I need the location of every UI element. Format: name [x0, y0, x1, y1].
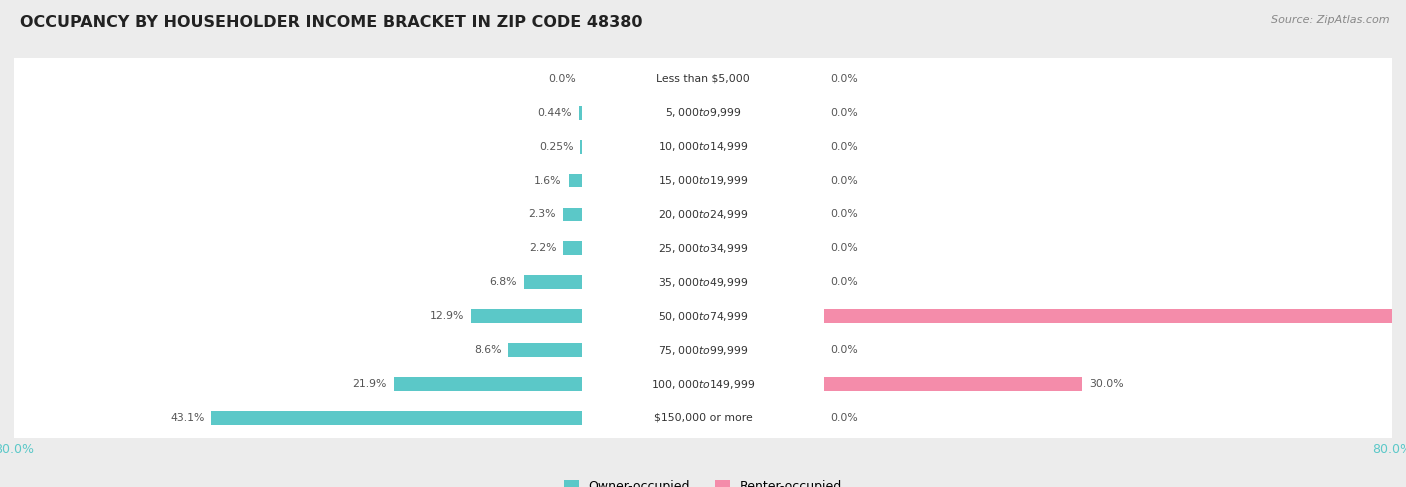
Text: $50,000 to $74,999: $50,000 to $74,999: [658, 310, 748, 323]
FancyBboxPatch shape: [10, 319, 1396, 381]
FancyBboxPatch shape: [10, 116, 1396, 177]
Text: 0.0%: 0.0%: [831, 142, 858, 151]
Text: 0.0%: 0.0%: [831, 175, 858, 186]
Text: 6.8%: 6.8%: [489, 277, 517, 287]
Text: 12.9%: 12.9%: [430, 311, 464, 321]
FancyBboxPatch shape: [10, 48, 1396, 110]
Text: 0.0%: 0.0%: [831, 277, 858, 287]
Text: $10,000 to $14,999: $10,000 to $14,999: [658, 140, 748, 153]
Text: 8.6%: 8.6%: [474, 345, 502, 355]
Bar: [562, 207, 582, 222]
Bar: [824, 377, 1083, 391]
Text: 2.3%: 2.3%: [529, 209, 555, 220]
FancyBboxPatch shape: [10, 387, 1396, 449]
Text: Source: ZipAtlas.com: Source: ZipAtlas.com: [1271, 15, 1389, 25]
FancyBboxPatch shape: [10, 218, 1396, 279]
Text: $150,000 or more: $150,000 or more: [654, 413, 752, 423]
Text: 21.9%: 21.9%: [353, 379, 387, 389]
FancyBboxPatch shape: [10, 353, 1396, 415]
Text: 0.25%: 0.25%: [538, 142, 574, 151]
Text: OCCUPANCY BY HOUSEHOLDER INCOME BRACKET IN ZIP CODE 48380: OCCUPANCY BY HOUSEHOLDER INCOME BRACKET …: [20, 15, 643, 30]
Text: $35,000 to $49,999: $35,000 to $49,999: [658, 276, 748, 289]
FancyBboxPatch shape: [10, 150, 1396, 211]
Text: $25,000 to $34,999: $25,000 to $34,999: [658, 242, 748, 255]
Text: 1.6%: 1.6%: [534, 175, 562, 186]
Text: 30.0%: 30.0%: [1088, 379, 1123, 389]
Bar: [471, 309, 582, 323]
FancyBboxPatch shape: [10, 82, 1396, 144]
Text: $100,000 to $149,999: $100,000 to $149,999: [651, 377, 755, 391]
Bar: [524, 275, 582, 289]
Text: 2.2%: 2.2%: [529, 244, 557, 253]
Text: 0.44%: 0.44%: [537, 108, 572, 118]
Text: $75,000 to $99,999: $75,000 to $99,999: [658, 344, 748, 356]
Legend: Owner-occupied, Renter-occupied: Owner-occupied, Renter-occupied: [564, 480, 842, 487]
Bar: [211, 411, 582, 425]
Text: Less than $5,000: Less than $5,000: [657, 74, 749, 84]
Bar: [579, 106, 582, 120]
Text: 0.0%: 0.0%: [831, 345, 858, 355]
FancyBboxPatch shape: [10, 285, 1396, 347]
Text: 0.0%: 0.0%: [831, 244, 858, 253]
Bar: [581, 140, 582, 153]
Bar: [564, 242, 582, 255]
Text: $20,000 to $24,999: $20,000 to $24,999: [658, 208, 748, 221]
Bar: [394, 377, 582, 391]
Text: 0.0%: 0.0%: [831, 413, 858, 423]
Bar: [509, 343, 582, 357]
Bar: [568, 173, 582, 187]
Text: 0.0%: 0.0%: [831, 209, 858, 220]
Text: 0.0%: 0.0%: [831, 74, 858, 84]
Text: 43.1%: 43.1%: [170, 413, 204, 423]
FancyBboxPatch shape: [10, 184, 1396, 245]
Text: $5,000 to $9,999: $5,000 to $9,999: [665, 106, 741, 119]
Text: 0.0%: 0.0%: [831, 108, 858, 118]
Text: 0.0%: 0.0%: [548, 74, 575, 84]
Text: $15,000 to $19,999: $15,000 to $19,999: [658, 174, 748, 187]
FancyBboxPatch shape: [10, 251, 1396, 313]
Bar: [824, 309, 1406, 323]
